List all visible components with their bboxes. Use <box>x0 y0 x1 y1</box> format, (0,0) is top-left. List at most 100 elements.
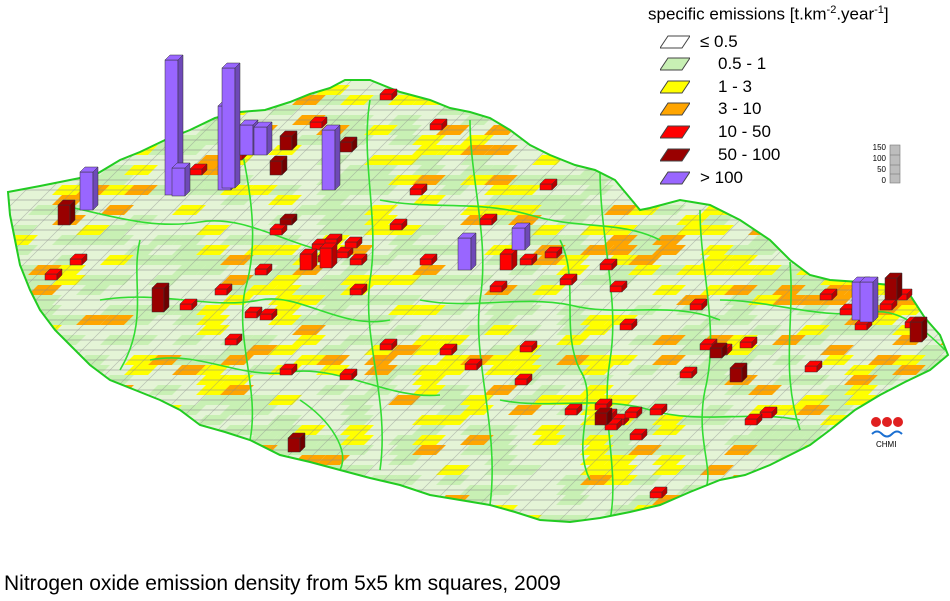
emission-cell <box>940 445 948 455</box>
emission-cell <box>28 435 62 445</box>
emission-cell <box>508 525 542 535</box>
emission-density-map <box>4 54 950 535</box>
emission-cell <box>28 515 62 522</box>
emission-cell <box>8 105 14 115</box>
emission-cell <box>868 485 902 495</box>
emission-cell <box>100 475 134 485</box>
emission-column <box>609 280 628 293</box>
emission-cell <box>100 465 134 475</box>
chmi-logo-text: CHMI <box>876 440 897 449</box>
emission-cell <box>8 95 38 105</box>
emission-column <box>729 362 748 383</box>
emission-cell <box>580 105 614 115</box>
emission-cell <box>628 115 662 125</box>
legend-item: 1 - 3 <box>660 77 860 99</box>
emission-cell <box>652 525 686 535</box>
emission-cell <box>100 85 134 95</box>
emission-column <box>389 218 408 231</box>
emission-cell <box>436 85 470 95</box>
emission-cell <box>8 305 38 315</box>
emission-cell <box>604 525 638 535</box>
emission-cell <box>172 425 206 435</box>
emission-column <box>464 358 483 371</box>
emission-cell <box>916 415 948 425</box>
emission-column <box>499 248 518 271</box>
emission-cell <box>124 95 158 105</box>
emission-cell <box>844 455 878 465</box>
emission-cell <box>892 445 926 455</box>
emission-cell <box>844 525 878 535</box>
emission-cell <box>220 525 254 535</box>
emission-column <box>819 288 838 301</box>
emission-cell <box>52 385 86 395</box>
emission-cell <box>892 455 926 465</box>
emission-cell <box>292 515 326 522</box>
emission-cell <box>244 515 278 522</box>
emission-column <box>299 248 318 271</box>
emission-cell <box>916 185 948 195</box>
emission-cell <box>76 465 110 475</box>
emission-cell <box>484 515 518 522</box>
emission-column <box>253 121 273 156</box>
emission-cell <box>8 365 14 375</box>
emission-cell <box>820 245 854 255</box>
emission-cell <box>796 205 830 215</box>
emission-cell <box>892 485 926 495</box>
emission-cell <box>364 505 398 515</box>
emission-cell <box>628 185 662 195</box>
emission-cell <box>868 205 902 215</box>
emission-cell <box>892 95 926 105</box>
emission-cell <box>28 365 62 375</box>
emission-column <box>287 432 306 453</box>
emission-cell <box>28 475 62 485</box>
emission-cell <box>8 515 38 522</box>
emission-cell <box>940 135 948 145</box>
emission-cell <box>8 385 38 395</box>
emission-cell <box>820 205 854 215</box>
emission-column <box>164 54 184 196</box>
emission-cell <box>628 165 662 175</box>
emission-column <box>44 268 63 281</box>
emission-column <box>909 316 928 343</box>
emission-column <box>244 306 263 319</box>
emission-cell <box>868 525 902 535</box>
emission-column <box>594 407 613 426</box>
emission-cell <box>532 525 566 535</box>
emission-cell <box>124 525 158 535</box>
emission-column <box>319 242 338 269</box>
emission-column <box>599 258 618 271</box>
legend-item: 3 - 10 <box>660 99 860 121</box>
legend-item: 50 - 100 <box>660 145 860 167</box>
emission-cell <box>916 385 948 395</box>
emission-cell <box>916 155 948 165</box>
emission-cell <box>100 525 134 535</box>
emission-cell <box>940 185 948 195</box>
emission-cell <box>868 235 902 245</box>
emission-column <box>479 213 498 226</box>
emission-column <box>379 88 398 101</box>
emission-cell <box>100 115 134 125</box>
emission-cell <box>340 525 374 535</box>
emission-column <box>171 162 191 197</box>
emission-cell <box>772 225 806 235</box>
emission-cell <box>916 405 948 415</box>
emission-cell <box>100 105 134 115</box>
emission-cell <box>76 505 110 515</box>
emission-cell <box>76 145 110 155</box>
emission-cell <box>8 115 38 125</box>
emission-cell <box>940 375 948 385</box>
emission-column <box>649 486 668 499</box>
emission-cell <box>772 195 806 205</box>
emission-cell <box>28 385 62 395</box>
emission-cell <box>8 335 38 345</box>
emission-cell <box>844 215 878 225</box>
emission-cell <box>604 135 638 145</box>
emission-column <box>519 253 538 266</box>
emission-column <box>409 183 428 196</box>
emission-column <box>619 318 638 331</box>
emission-cell <box>868 455 902 465</box>
emission-cell <box>892 195 926 205</box>
emission-cell <box>844 505 878 515</box>
emission-cell <box>4 525 38 535</box>
map-caption: Nitrogen oxide emission density from 5x5… <box>4 572 561 595</box>
